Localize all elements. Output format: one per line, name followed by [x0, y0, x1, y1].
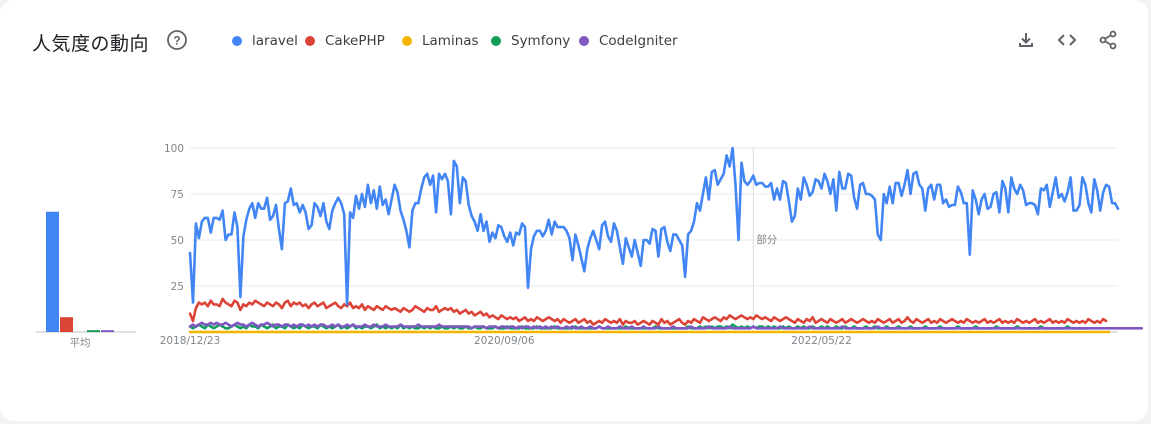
average-bar: [101, 330, 114, 332]
legend-item-laminas[interactable]: Laminas: [402, 32, 479, 50]
legend-label: CakePHP: [325, 33, 385, 49]
legend-item-cakephp[interactable]: CakePHP: [305, 32, 385, 50]
legend-dot-laravel: [232, 36, 242, 46]
legend-dot-laminas: [402, 36, 412, 46]
legend-dot-symfony: [491, 36, 501, 46]
series-line-laravel: [188, 146, 1120, 306]
legend-item-laravel[interactable]: laravel: [232, 32, 298, 50]
x-tick-label: 2022/05/22: [791, 335, 852, 347]
embed-button[interactable]: [1055, 28, 1079, 52]
legend-item-codeigniter[interactable]: CodeIgniter: [579, 32, 678, 50]
legend-dot-codeigniter: [579, 36, 589, 46]
legend-dot-cakephp: [305, 36, 315, 46]
y-tick-label: 50: [171, 235, 184, 247]
x-tick-label: 2018/12/23: [160, 335, 221, 347]
legend-label: Symfony: [511, 33, 571, 49]
average-bar: [46, 211, 59, 332]
legend-label: CodeIgniter: [599, 33, 678, 49]
y-tick-label: 75: [171, 189, 184, 201]
code-icon: [1057, 34, 1077, 46]
y-tick-label: 100: [164, 143, 184, 155]
legend-item-symfony[interactable]: Symfony: [491, 32, 570, 50]
share-icon: [1099, 30, 1117, 50]
series-line-codeigniter: [188, 321, 1143, 330]
svg-text:?: ?: [173, 34, 180, 48]
average-label: 平均: [70, 337, 91, 349]
download-button[interactable]: [1014, 28, 1038, 52]
partial-data-label: 部分: [756, 233, 777, 246]
average-bar: [60, 317, 73, 332]
y-tick-label: 25: [171, 281, 184, 293]
share-button[interactable]: [1096, 28, 1120, 52]
legend-label: Laminas: [422, 33, 479, 49]
legend-label: laravel: [252, 33, 298, 49]
average-bar: [87, 330, 100, 332]
page-title: 人気度の動向: [32, 33, 150, 55]
x-tick-label: 2020/09/06: [474, 335, 535, 347]
help-circle-icon[interactable]: ?: [166, 29, 188, 51]
series-line-cakephp: [188, 297, 1108, 326]
download-icon: [1019, 33, 1033, 47]
